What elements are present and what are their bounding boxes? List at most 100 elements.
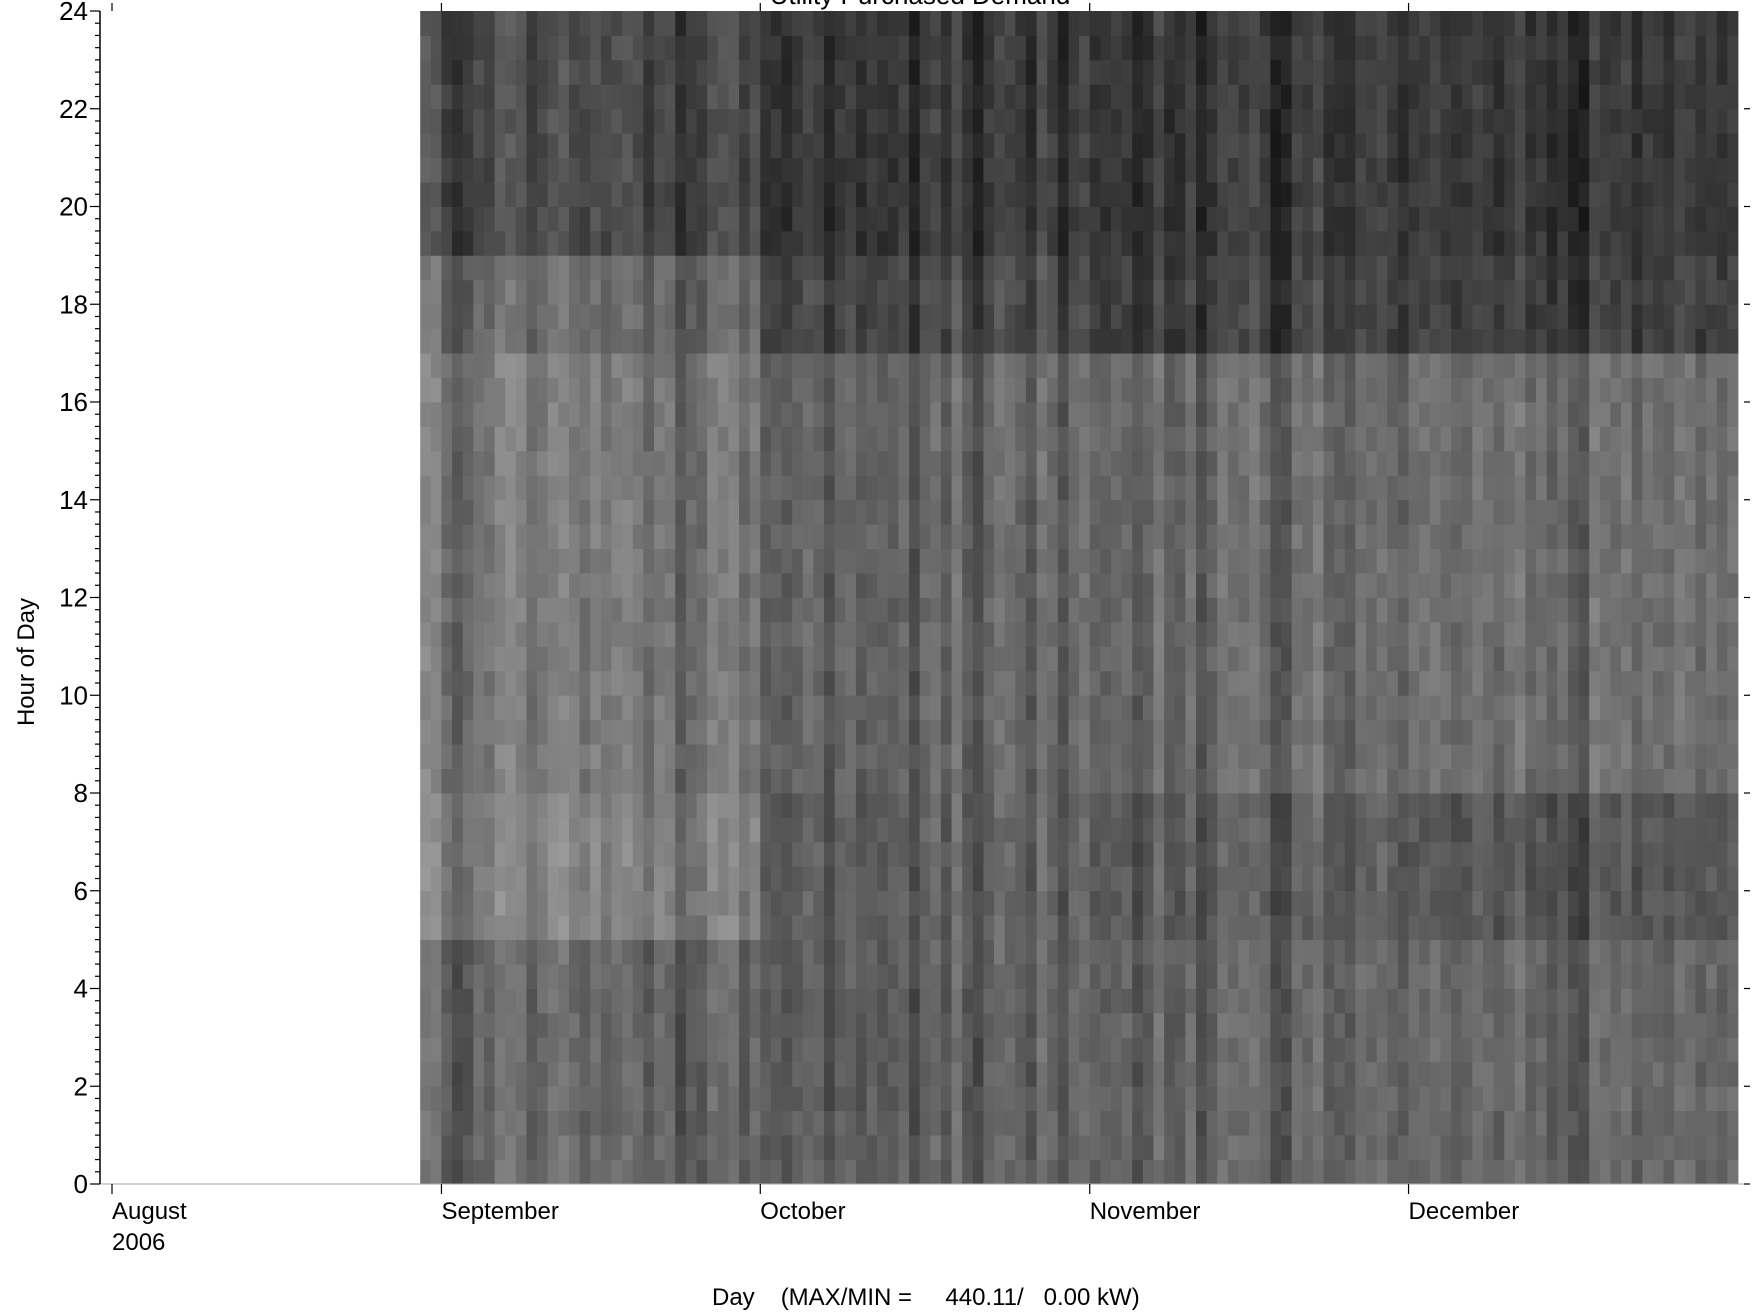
heatmap-cell (1100, 11, 1112, 36)
heatmap-cell (717, 402, 729, 427)
heatmap-cell (940, 768, 952, 794)
heatmap-cell (1440, 157, 1452, 183)
heatmap-cell (685, 1037, 697, 1063)
heatmap-cell (1015, 524, 1027, 550)
heatmap-cell (1036, 915, 1048, 941)
heatmap-cell (1142, 426, 1154, 452)
heatmap-cell (940, 255, 952, 281)
heatmap-cell (1185, 450, 1197, 476)
heatmap-cell (1259, 84, 1271, 110)
heatmap-cell (696, 621, 708, 647)
heatmap-cell (1259, 670, 1271, 696)
heatmap-cell (1057, 35, 1069, 61)
heatmap-cell (1472, 157, 1484, 183)
heatmap-cell (930, 402, 942, 427)
heatmap-cell (972, 841, 984, 867)
heatmap-cell (1057, 377, 1069, 403)
heatmap-cell (813, 1135, 825, 1160)
heatmap-cell (1451, 915, 1463, 941)
heatmap-cell (1174, 1086, 1186, 1112)
heatmap-cell (1482, 1012, 1494, 1038)
heatmap-cell (1312, 1159, 1324, 1185)
heatmap-cell (866, 670, 878, 696)
heatmap-cell (1366, 35, 1378, 61)
heatmap-cell (1153, 206, 1165, 232)
heatmap-cell (1493, 524, 1505, 550)
heatmap-cell (1142, 35, 1154, 61)
heatmap-cell (622, 915, 634, 941)
heatmap-cell (473, 988, 485, 1014)
heatmap-cell (1025, 1061, 1037, 1087)
heatmap-cell (994, 35, 1006, 61)
heatmap-cell (1366, 402, 1378, 427)
heatmap-cell (1110, 499, 1123, 525)
heatmap-cell (473, 108, 485, 134)
heatmap-cell (1514, 1086, 1526, 1112)
heatmap-cell (1142, 328, 1154, 354)
heatmap-cell (1376, 353, 1388, 378)
heatmap-cell (654, 646, 666, 672)
heatmap-cell (749, 988, 761, 1014)
heatmap-cell (770, 206, 782, 232)
heatmap-cell (430, 915, 442, 941)
heatmap-cell (1015, 377, 1027, 403)
heatmap-cell (717, 548, 729, 574)
heatmap-cell (579, 35, 591, 61)
heatmap-cell (1281, 695, 1293, 721)
heatmap-cell (654, 279, 666, 305)
heatmap-cell (1472, 450, 1484, 476)
heatmap-cell (494, 915, 506, 941)
heatmap-cell (611, 670, 623, 696)
heatmap-cell (1440, 890, 1452, 916)
heatmap-cell (1387, 915, 1399, 941)
heatmap-cell (1514, 524, 1526, 550)
heatmap-cell (707, 915, 719, 941)
heatmap-cell (717, 939, 729, 965)
heatmap-cell (1089, 841, 1101, 867)
heatmap-cell (1493, 866, 1505, 892)
heatmap-cell (994, 524, 1006, 550)
heatmap-cell (643, 719, 655, 745)
heatmap-cell (1504, 988, 1516, 1014)
heatmap-cell (940, 11, 952, 36)
heatmap-cell (1270, 548, 1282, 574)
heatmap-cell (1514, 817, 1526, 843)
heatmap-cell (749, 573, 761, 598)
heatmap-cell (1025, 768, 1037, 794)
heatmap-cell (1164, 841, 1176, 867)
heatmap-cell (1451, 597, 1463, 623)
heatmap-cell (568, 84, 581, 110)
heatmap-cell (483, 890, 495, 916)
heatmap-cell (1047, 621, 1059, 647)
heatmap-cell (1312, 108, 1324, 134)
heatmap-cell (1153, 744, 1165, 769)
heatmap-cell (611, 695, 623, 721)
heatmap-cell (547, 1012, 559, 1038)
heatmap-cell (1504, 353, 1516, 378)
heatmap-cell (1291, 1061, 1303, 1087)
heatmap-cell (1068, 548, 1080, 574)
heatmap-cell (505, 548, 517, 574)
heatmap-cell (834, 670, 846, 696)
heatmap-cell (1110, 84, 1123, 110)
heatmap-cell (622, 1012, 634, 1038)
heatmap-cell (1025, 59, 1037, 85)
heatmap-cell (1259, 548, 1271, 574)
heatmap-cell (887, 157, 899, 183)
heatmap-cell (1504, 1037, 1516, 1063)
heatmap-cell (1514, 426, 1526, 452)
heatmap-cell (1185, 11, 1197, 36)
heatmap-cell (696, 524, 708, 550)
heatmap-cell (770, 1110, 782, 1136)
heatmap-cell (1344, 426, 1356, 452)
heatmap-cell (824, 548, 836, 574)
heatmap-cell (760, 573, 772, 598)
heatmap-cell (1323, 768, 1335, 794)
heatmap-cell (1249, 670, 1261, 696)
heatmap-cell (1387, 426, 1399, 452)
heatmap-cell (1206, 157, 1218, 183)
heatmap-cell (1132, 866, 1144, 892)
heatmap-cell (494, 597, 506, 623)
heatmap-cell (983, 255, 995, 281)
heatmap-cell (1249, 1037, 1261, 1063)
